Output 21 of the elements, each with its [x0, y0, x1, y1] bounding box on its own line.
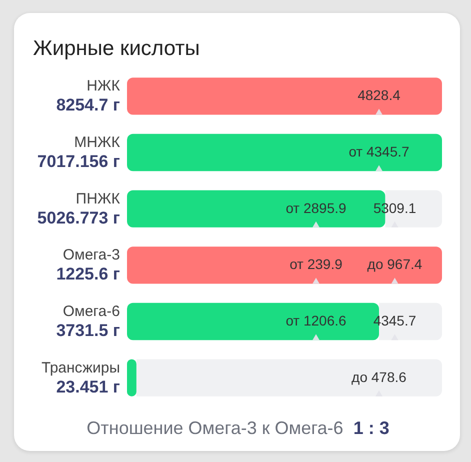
y-tick-label: ПНЖК 5026.773 г — [37, 190, 120, 228]
bar — [127, 78, 442, 115]
bar — [127, 134, 442, 172]
chart-title: Жирные кислоты — [33, 37, 200, 60]
annotation: от 1206.6 — [286, 312, 347, 328]
text: Отношение Омега-3 к Омега-6 — [86, 418, 344, 438]
y-tick-label: Трансжиры 23.451 г — [42, 359, 120, 396]
text: 1 : 3 — [353, 418, 390, 438]
annotation: от 4345.7 — [348, 144, 410, 160]
annotation: от 2895.9 — [286, 200, 347, 216]
y-tick-label: НЖК 8254.7 г — [56, 78, 120, 115]
bar — [127, 359, 136, 396]
annotation: 4828.4 — [358, 87, 401, 104]
annotation: до 967.4 — [367, 256, 422, 272]
annotation: до 478.6 — [352, 368, 407, 385]
y-tick-label: Омега-3 1225.6 г — [56, 246, 120, 284]
bar — [136, 359, 442, 396]
bar — [127, 246, 442, 284]
y-tick-label: Омега-6 3731.5 г — [56, 303, 120, 340]
annotation: от 239.9 — [290, 256, 343, 272]
y-tick-label: МНЖК 7017.156 г — [37, 134, 120, 171]
